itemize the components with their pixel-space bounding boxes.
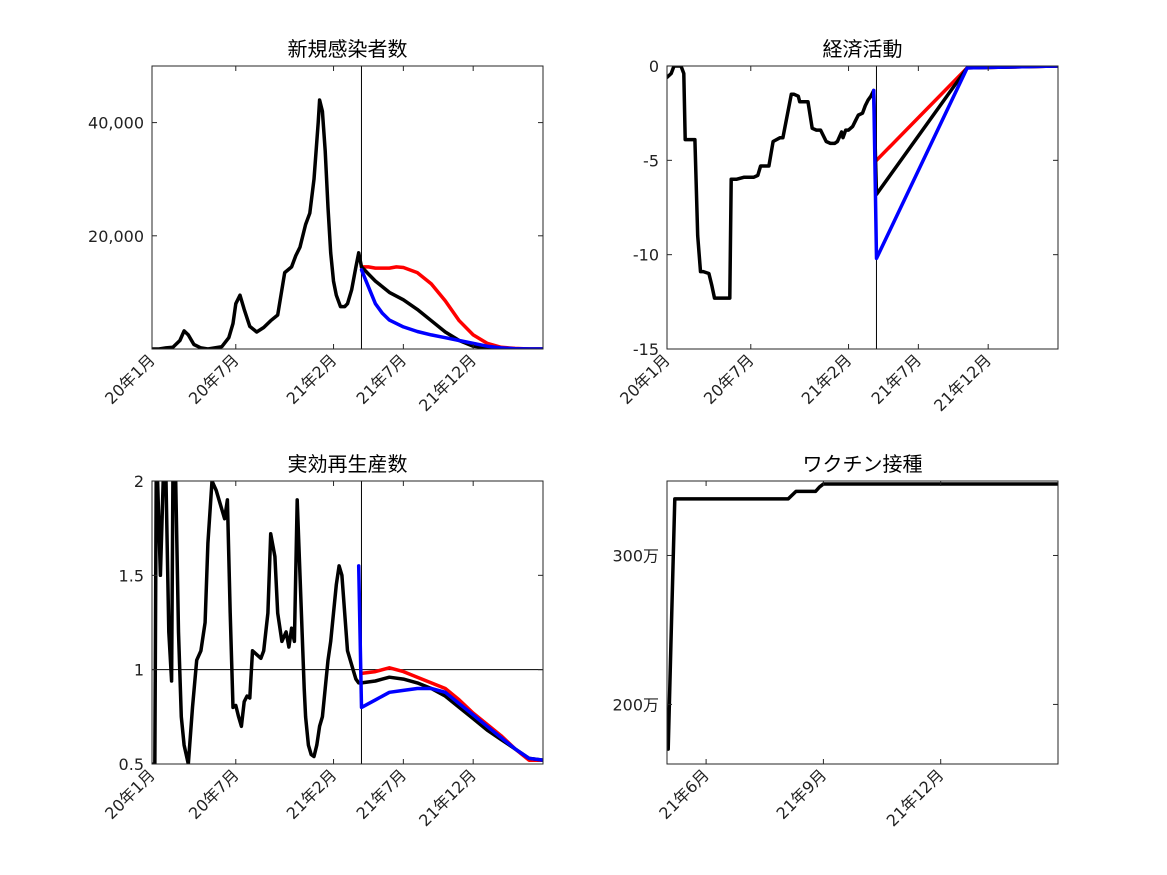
- series-group: [667, 66, 1058, 300]
- black-series-line: [667, 482, 1058, 751]
- axes-frame: [666, 480, 1059, 765]
- y-tick-label: 300万: [612, 546, 659, 565]
- y-tick-label: -5: [643, 151, 659, 170]
- y-tick-label: 20,000: [88, 227, 144, 246]
- y-tick-label: 0.5: [119, 755, 144, 774]
- chart-title: 経済活動: [823, 37, 903, 61]
- axes-frame: [151, 480, 544, 765]
- series-group: [667, 482, 1058, 751]
- chart-title: 実効再生産数: [288, 452, 408, 476]
- y-tick-label: -10: [633, 246, 659, 265]
- chart-title: ワクチン接種: [803, 452, 923, 476]
- black-series-line: [152, 481, 543, 764]
- y-tick-label: 2: [134, 472, 144, 491]
- y-tick-label: 1: [134, 661, 144, 680]
- blue-series-line: [359, 268, 543, 349]
- y-tick-label: 40,000: [88, 114, 144, 133]
- y-tick-label: 1.5: [119, 566, 144, 585]
- y-tick-label: -15: [633, 340, 659, 359]
- blue-series-line: [356, 564, 543, 762]
- axes-frame: [151, 65, 544, 350]
- axes-frame: [666, 65, 1059, 350]
- y-tick-label: 0: [649, 57, 659, 76]
- blue-series-line: [871, 66, 1058, 261]
- chart-title: 新規感染者数: [288, 37, 408, 61]
- series-group: [152, 481, 543, 764]
- black-series-line: [667, 66, 1058, 300]
- y-tick-label: 200万: [612, 695, 659, 714]
